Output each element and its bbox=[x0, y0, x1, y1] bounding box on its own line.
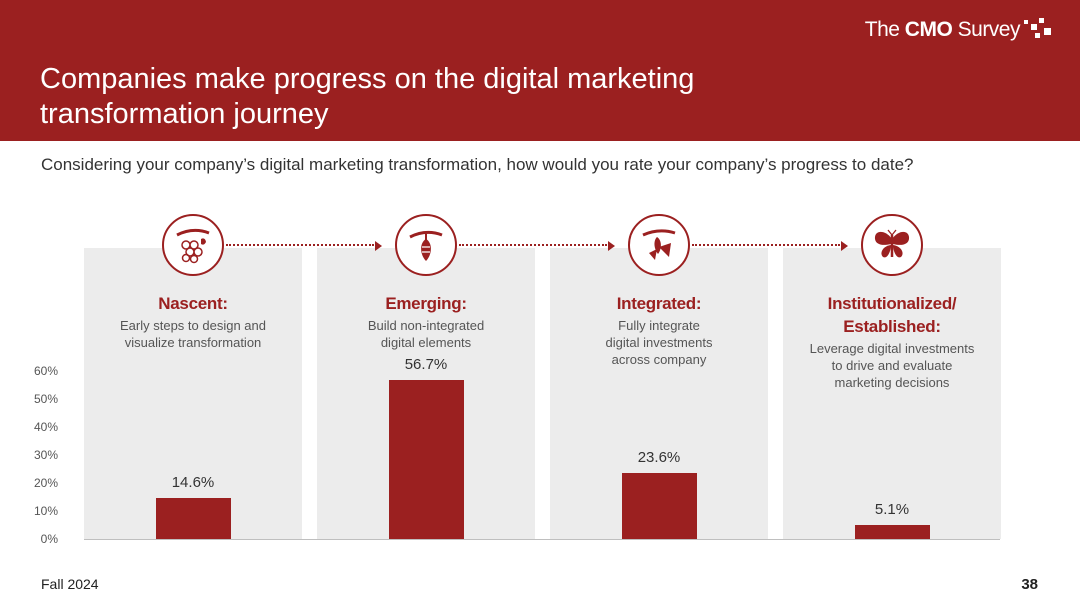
cocoon-egg-icon bbox=[162, 214, 224, 276]
progress-arrow-2 bbox=[459, 244, 607, 249]
logo-text: The CMO Survey bbox=[864, 18, 1021, 42]
stage-panel-nascent bbox=[84, 248, 302, 539]
stage-established: Institutionalized/ Established: Leverage… bbox=[783, 292, 1001, 391]
bar-value-label: 5.1% bbox=[874, 500, 910, 518]
stage-description: Build non-integrated digital elements bbox=[367, 318, 485, 350]
stage-emerging: Emerging: Build non-integrated digital e… bbox=[317, 292, 535, 351]
stage-description: Early steps to design and visualize tran… bbox=[120, 318, 266, 350]
chrysalis-icon bbox=[395, 214, 457, 276]
logo-brand: CMO bbox=[904, 18, 953, 41]
progress-arrow-1 bbox=[226, 244, 374, 249]
stage-nascent: Nascent: Early steps to design and visua… bbox=[84, 292, 302, 351]
stage-title: Nascent: bbox=[158, 294, 228, 313]
logo-suffix: Survey bbox=[952, 18, 1021, 41]
logo-squares-icon bbox=[1024, 18, 1054, 44]
stage-integrated: Integrated: Fully integrate digital inve… bbox=[550, 292, 768, 368]
stage-description: Fully integrate digital investments acro… bbox=[605, 318, 713, 367]
x-axis-baseline bbox=[84, 539, 1000, 540]
bar-value-label: 14.6% bbox=[171, 474, 215, 492]
y-tick-label: 30% bbox=[33, 448, 58, 462]
y-tick-label: 50% bbox=[33, 392, 58, 406]
bar-1 bbox=[155, 498, 231, 539]
bar-value-label: 23.6% bbox=[637, 448, 681, 466]
page-number: 38 bbox=[1021, 576, 1038, 593]
stage-description: Leverage digital investments to drive an… bbox=[809, 341, 975, 390]
arrow-head-2-icon bbox=[608, 241, 615, 251]
y-tick-label: 10% bbox=[33, 504, 58, 518]
stage-panel-established bbox=[783, 248, 1001, 539]
header-banner: Companies make progress on the digital m… bbox=[0, 0, 1080, 141]
bar-2 bbox=[388, 380, 464, 539]
arrow-head-1-icon bbox=[375, 241, 382, 251]
survey-question: Considering your company’s digital marke… bbox=[41, 155, 914, 174]
y-tick-label: 40% bbox=[33, 420, 58, 434]
progress-arrow-3 bbox=[692, 244, 840, 249]
page-title: Companies make progress on the digital m… bbox=[40, 63, 695, 130]
logo-prefix: The bbox=[864, 18, 905, 41]
stage-title: Integrated: bbox=[616, 294, 702, 313]
bar-4 bbox=[854, 524, 930, 539]
y-tick-label: 20% bbox=[33, 476, 58, 490]
butterfly-icon bbox=[861, 214, 923, 276]
cmo-survey-logo: The CMO Survey bbox=[865, 18, 1054, 44]
arrow-head-3-icon bbox=[841, 241, 848, 251]
stage-title: Institutionalized/ Established: bbox=[827, 294, 957, 336]
y-tick-label: 0% bbox=[40, 532, 58, 546]
bar-value-label: 56.7% bbox=[404, 356, 448, 374]
y-tick-label: 60% bbox=[33, 364, 58, 378]
emerging-butterfly-icon bbox=[628, 214, 690, 276]
bar-3 bbox=[621, 472, 697, 539]
stage-title: Emerging: bbox=[385, 294, 467, 313]
footer-date: Fall 2024 bbox=[41, 576, 99, 592]
